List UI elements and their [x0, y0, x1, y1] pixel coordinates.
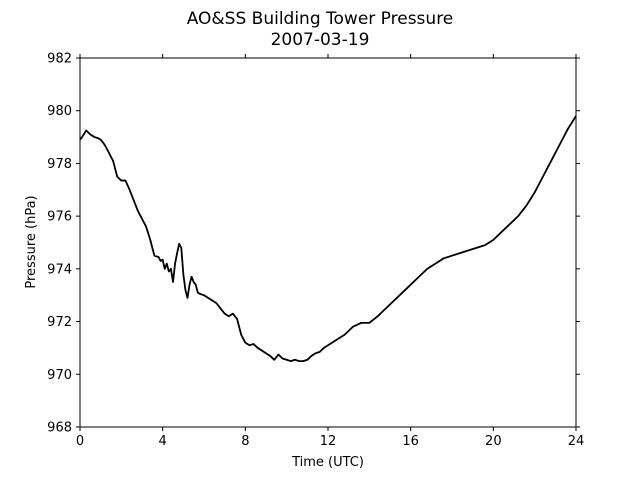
y-tick-label: 970: [47, 368, 72, 383]
y-tick-label: 982: [47, 52, 72, 67]
x-axis-label: Time (UTC): [291, 455, 364, 470]
pressure-series-line: [79, 115, 577, 363]
y-tick-label: 974: [47, 262, 72, 277]
x-tick-label: 8: [241, 434, 249, 449]
chart-title: AO&SS Building Tower Pressure: [187, 9, 454, 29]
x-tick-label: 16: [402, 434, 419, 449]
x-tick-label: 4: [159, 434, 167, 449]
y-tick-label: 980: [47, 104, 72, 119]
x-tick-label: 0: [76, 434, 84, 449]
y-tick-label: 976: [47, 210, 72, 225]
x-tick-label: 20: [485, 434, 502, 449]
y-tick-label: 968: [47, 421, 72, 436]
chart-subtitle: 2007-03-19: [271, 30, 370, 50]
y-axis-label: Pressure (hPa): [24, 195, 39, 288]
y-tick-label: 972: [47, 315, 72, 330]
plot-frame: [79, 57, 577, 428]
x-tick-label: 24: [568, 434, 585, 449]
x-tick-label: 12: [320, 434, 337, 449]
y-tick-label: 978: [47, 157, 72, 172]
plot-area: 0 4 8 12 16 20 24 968 970 972 974 976 978 980 982: [47, 52, 584, 450]
